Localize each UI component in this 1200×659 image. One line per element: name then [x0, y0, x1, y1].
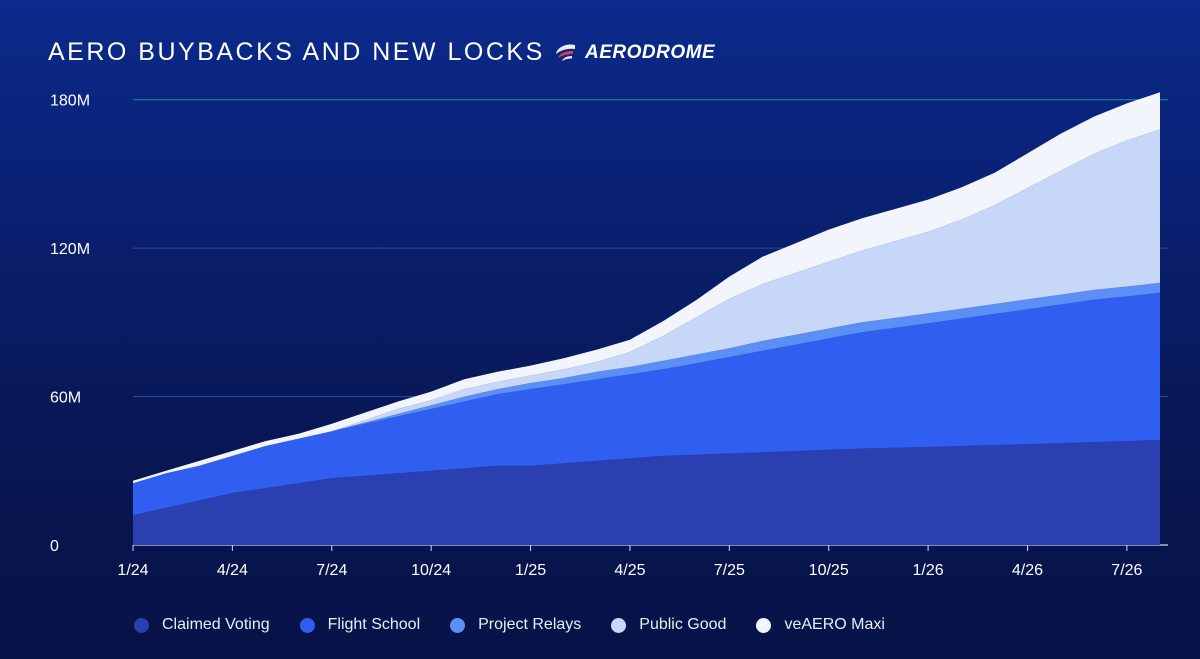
legend: Claimed Voting Flight School Project Relay…	[134, 616, 915, 634]
legend-item: Flight School	[299, 616, 421, 634]
x-tick-label: 1/25	[515, 562, 546, 579]
y-axis: 0 60M 120M 180M	[50, 93, 90, 555]
brand-name: AERODROME	[585, 42, 716, 63]
x-tick-label: 10/25	[809, 562, 849, 579]
brand-logo: AERODROME	[553, 42, 715, 64]
area-flight-school	[133, 292, 1160, 516]
legend-label: veAERO Maxi	[784, 616, 885, 633]
legend-swatch	[134, 617, 149, 633]
y-tick-label: 120M	[50, 241, 90, 258]
x-tick-label: 1/26	[913, 562, 944, 579]
x-tick-label: 4/24	[217, 562, 248, 579]
x-tick-label: 7/25	[714, 562, 745, 579]
x-tick-label: 7/24	[316, 562, 347, 579]
area-project-relays	[133, 282, 1160, 484]
x-axis: 1/24 4/24 7/24 10/24 1/25 4/25 7/25 10/25 1/26 4/…	[117, 545, 1143, 579]
y-tick-label: 180M	[50, 93, 90, 110]
x-tick-label: 4/26	[1012, 562, 1043, 579]
area-public-good	[133, 129, 1160, 484]
legend-label: Flight School	[327, 616, 421, 633]
y-tick-label: 60M	[50, 390, 81, 407]
legend-swatch	[299, 617, 315, 633]
legend-swatch	[756, 617, 772, 633]
area-chart: 0 60M 120M 180M 1/24 4/24 7/24 10/24 1/25 4/25 7/…	[50, 92, 1168, 579]
aerodrome-logo-icon	[556, 44, 575, 61]
legend-label: Project Relays	[478, 616, 582, 633]
legend-swatch	[611, 617, 627, 633]
legend-label: Public Good	[639, 616, 727, 633]
legend-item: Claimed Voting	[134, 616, 270, 634]
legend-label: Claimed Voting	[162, 616, 270, 633]
x-tick-label: 7/26	[1111, 562, 1142, 579]
legend-item: veAERO Maxi	[756, 616, 885, 634]
legend-item: Public Good	[611, 616, 726, 634]
x-tick-label: 1/24	[117, 562, 148, 579]
y-tick-label: 0	[50, 538, 59, 555]
area-claimed-voting	[133, 439, 1160, 545]
x-tick-label: 4/25	[614, 562, 645, 579]
stacked-areas	[133, 92, 1160, 545]
x-tick-label: 10/24	[411, 562, 451, 579]
legend-swatch	[450, 617, 466, 633]
legend-item: Project Relays	[450, 616, 581, 634]
chart-title: AERO BUYBACKS AND NEW LOCKS	[48, 38, 545, 66]
